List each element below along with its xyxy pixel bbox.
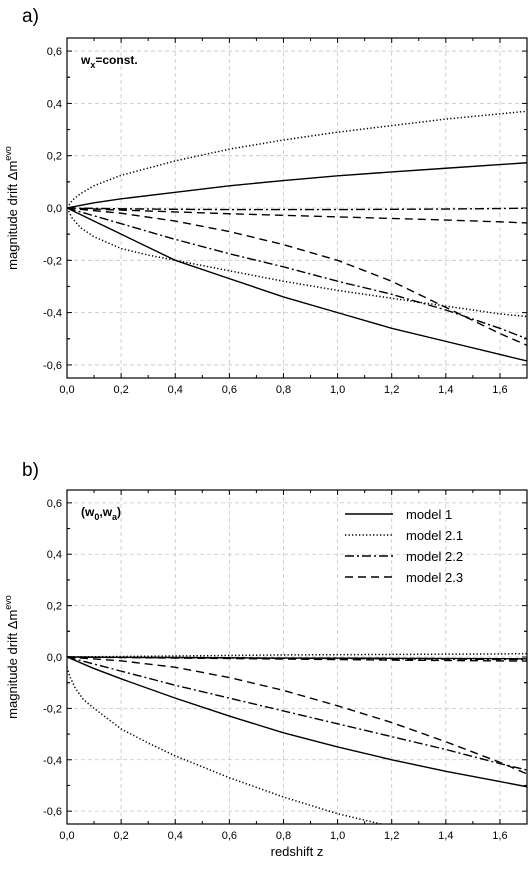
y-axis-label: magnitude drift Δmevo <box>3 595 20 719</box>
x-tick-label: 1,6 <box>492 830 507 842</box>
y-tick-label: -0,4 <box>43 308 62 320</box>
x-tick-label: 0,8 <box>276 384 291 396</box>
annotation-main: (w <box>81 505 95 519</box>
y-axis-label: magnitude drift Δmevo <box>3 146 20 270</box>
y-tick-label: 0,2 <box>47 601 62 613</box>
x-tick-label: 0,2 <box>113 830 128 842</box>
x-tick-label: 1,6 <box>492 384 507 396</box>
x-tick-label: 1,2 <box>384 830 399 842</box>
y-tick-label: 0,0 <box>47 652 62 664</box>
x-tick-label: 1,4 <box>438 830 453 842</box>
y-tick-label: -0,6 <box>43 806 62 818</box>
annotation-sub: 0 <box>94 512 99 522</box>
annotation-rest: =const. <box>95 53 137 67</box>
y-tick-label: 0,0 <box>47 203 62 215</box>
panel-annotation: (w0,wa) <box>81 505 121 522</box>
annotation-end: ) <box>117 505 121 519</box>
x-tick-label: 0,8 <box>276 830 291 842</box>
chart-panel-1: 0,0 0,2 0,4 0,6 0,8 1,0 1,2 1,4 1,6 0,6 0,4 0,2 0,0 -… <box>3 6 528 396</box>
series-group <box>67 110 527 362</box>
x-tick-label: 0,0 <box>59 830 74 842</box>
y-axis-label-sup: evo <box>3 595 13 610</box>
series-line-solid <box>67 656 527 788</box>
series-line-dashed <box>67 207 527 224</box>
y-axis-label-sup: evo <box>3 146 13 161</box>
panel-label: a) <box>22 6 39 27</box>
series-line-dotted <box>67 667 385 824</box>
annotation-sub2: a <box>112 512 118 522</box>
y-tick-label: -0,2 <box>43 703 62 715</box>
series-line-solid <box>67 162 527 209</box>
y-tick-label: -0,4 <box>43 755 62 767</box>
y-tick-label: 0,6 <box>47 46 62 58</box>
x-tick-label: 0,0 <box>59 384 74 396</box>
series-group <box>67 652 527 824</box>
y-tick-label: 0,2 <box>47 151 62 163</box>
y-tick-label: 0,4 <box>47 549 62 561</box>
y-axis-label-text: magnitude drift Δm <box>5 161 20 270</box>
series-line-dashdot <box>67 207 527 211</box>
x-axis-label: redshift z <box>271 844 324 859</box>
chart-panel-2: 0,0 0,2 0,4 0,6 0,8 1,0 1,2 1,4 1,6 0,6 0,4 0,2 0,0 -… <box>3 460 528 859</box>
y-tick-label: 0,4 <box>47 98 62 110</box>
y-tick-label: -0,6 <box>43 360 62 372</box>
series-line-dashdot <box>67 207 527 340</box>
y-axis-label-text: magnitude drift Δm <box>5 610 20 719</box>
x-tick-label: 0,4 <box>168 384 183 396</box>
y-tick-label: 0,6 <box>47 498 62 510</box>
series-line-dashed <box>67 207 527 346</box>
plot-frame <box>66 37 528 379</box>
x-tick-label: 0,6 <box>222 384 237 396</box>
y-tick-label: -0,2 <box>43 255 62 267</box>
x-tick-label: 0,4 <box>168 830 183 842</box>
series-line-solid <box>67 207 527 362</box>
legend-label: model 2.3 <box>406 570 463 585</box>
panel-annotation: wx=const. <box>80 53 138 70</box>
annotation-main: w <box>80 53 91 67</box>
x-tick-label: 0,6 <box>222 830 237 842</box>
x-tick-label: 1,2 <box>384 384 399 396</box>
panel-label: b) <box>22 460 39 481</box>
legend-label: model 2.1 <box>406 528 463 543</box>
annotation-sub: x <box>90 60 95 70</box>
x-tick-label: 1,4 <box>438 384 453 396</box>
series-line-dashed <box>67 656 527 662</box>
series-line-dashed <box>67 656 527 775</box>
legend-label: model 1 <box>406 507 452 522</box>
x-tick-label: 1,0 <box>330 830 345 842</box>
x-tick-label: 1,0 <box>330 384 345 396</box>
legend-label: model 2.2 <box>406 549 463 564</box>
x-tick-label: 0,2 <box>113 384 128 396</box>
series-line-dashdot <box>67 656 527 771</box>
annotation-rest: ,w <box>99 505 112 519</box>
series-line-dotted <box>67 110 527 209</box>
series-line-dotted <box>67 652 527 658</box>
